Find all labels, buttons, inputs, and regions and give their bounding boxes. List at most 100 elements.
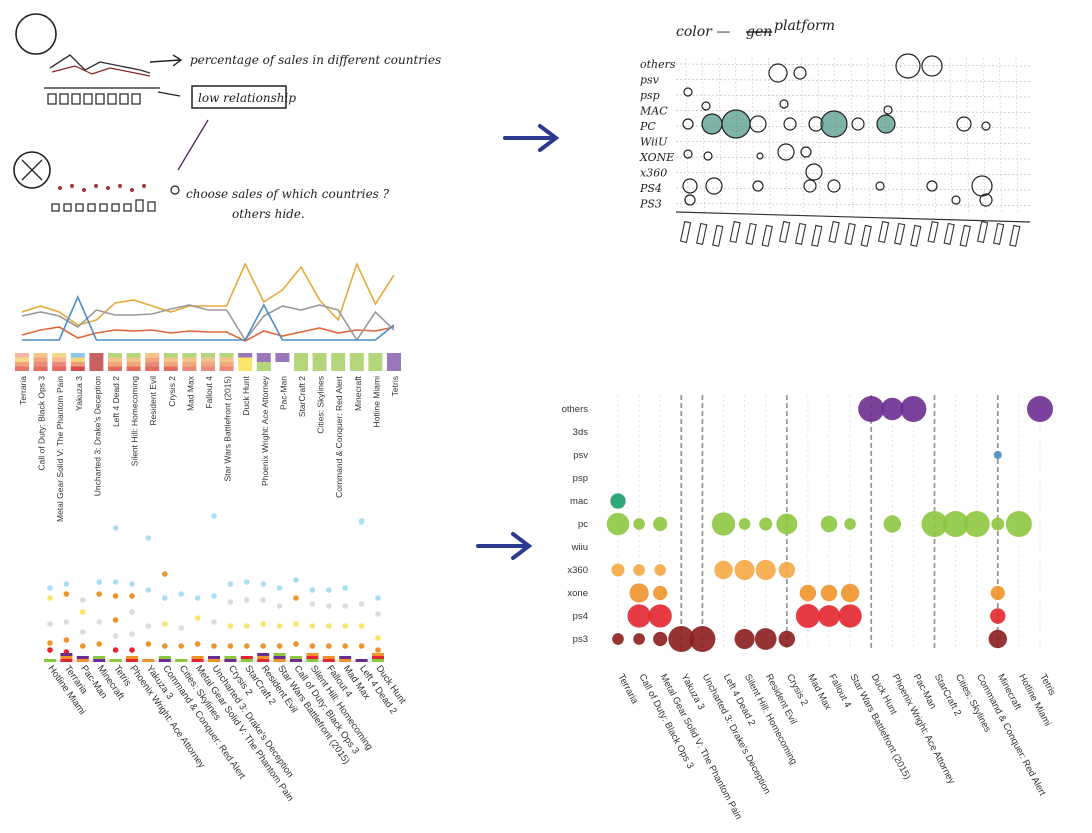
sketch-grid-line [675,187,1031,191]
platform-label: others [562,404,589,415]
sketch-bubble [883,105,893,115]
sketch-cross [21,159,43,181]
dot-stack-bar [126,659,138,662]
dot-mark [112,633,119,639]
color-strip-cell [89,357,104,362]
sketch-bar [47,93,57,105]
bubble-others [858,396,885,422]
platform-label: ps4 [573,611,588,622]
sketch-grid-col [900,57,903,213]
sketch-row-labels: others psv psp MAC PC WiiU XONE x360 PS4 PS3 [639,58,676,211]
color-strip-cell [70,353,85,358]
sketch-bubble [851,117,865,131]
color-strip-cell [238,357,253,362]
sketch-row-label: others [640,58,676,71]
dot-mark [47,621,53,627]
dot-mark [112,617,119,623]
game-label: Tetris [1037,672,1057,697]
sketch-bar [147,201,156,212]
sketch-grid-col [751,57,755,213]
sketch-bars-row-2 [51,199,156,212]
arrow-right-icon [476,532,533,560]
sketch-x-tick [745,222,757,245]
game-label: Crysis 2 [167,376,177,407]
dot-mark [112,593,119,599]
platform-label: wiiu [571,542,588,553]
dot-mark [375,595,381,601]
dot-stack-bar [372,656,384,659]
sketch-x-tick [910,224,922,247]
dot-mark [276,585,283,591]
sketch-x-ticks [679,220,1021,247]
dot-chart [44,513,384,662]
color-strip-cell [238,353,253,358]
color-strip-cell [256,353,271,358]
color-strip-cell [52,366,67,371]
sketch-bars-row-1 [44,87,160,105]
sketch-row-label: WiiU [640,136,668,149]
dot-mark [358,623,365,629]
dot-mark [145,587,152,593]
line-series-orange [21,261,395,326]
dot-mark [162,643,168,649]
line-series-blue [22,294,395,341]
dot-mark [276,603,283,609]
sketch-grid-line [675,94,1031,98]
dot-mark [326,623,332,629]
platform-labels: others 3ds psv psp mac pc wiiu x360 xone ps4 ps3 [562,404,589,645]
sketch-bubble [820,110,848,138]
sketch-line-chart-mini [49,54,151,74]
dot-mark [96,619,102,625]
sketch-bubble [705,177,723,195]
sketch-bubble [683,149,693,159]
game-label: Yakuza 3 [74,376,84,411]
sketch-bar [131,93,141,105]
line-chart [21,261,395,342]
color-strip-cell [294,353,308,358]
bubble-pc [1005,511,1032,537]
sketch-bar [111,203,120,212]
sketch-bar [59,93,69,105]
dot-stack-bar [158,656,171,659]
bubble-pc [963,511,990,537]
dot-stack-bar [290,659,302,662]
game-label: StarCraft 2 [297,376,307,417]
dot-mark [342,623,349,629]
sketch-title-color: color — [676,24,730,40]
color-strip-cell [256,362,271,367]
dot-stack-bar [93,656,106,659]
bubble-ps3 [633,633,645,645]
sketch-top-right: color — gen platform others psv psp MAC PC Wi… [639,18,1031,247]
sketch-x-tick [976,220,989,244]
dot-mark [129,593,135,599]
dot-stack-bar [306,659,319,662]
dot-mark [260,581,267,587]
dot-stack-bar [158,659,171,662]
dot-stack-bar [60,656,73,659]
color-strip-cell [219,353,234,358]
color-strip-cell [126,366,141,371]
dot-stack-bar [44,659,56,662]
game-label: Fallout 4 [204,376,214,409]
color-strip-cell [238,362,253,367]
color-strip-cell [238,366,253,371]
sketch-dot [70,184,74,188]
sketch-grid-col [702,57,705,213]
sketch-grid-col [801,57,804,213]
dot-mark [326,603,332,609]
color-strip-cell [387,362,401,367]
color-strip-cell [331,366,346,371]
platform-label: xone [567,588,588,599]
color-strip-cell [294,357,308,362]
sketch-arrow-1 [149,54,183,67]
dot-stack-bar [339,659,352,662]
color-strip-cell [201,366,215,371]
color-strip-cell [387,357,401,362]
game-label: Silent Hill: Homecoming [130,376,140,466]
dot-stack-bar [240,656,253,659]
dot-stack-bar [257,653,270,656]
dot-mark [162,595,168,601]
sketch-grid-line [675,203,1031,206]
dot-mark [227,623,234,629]
